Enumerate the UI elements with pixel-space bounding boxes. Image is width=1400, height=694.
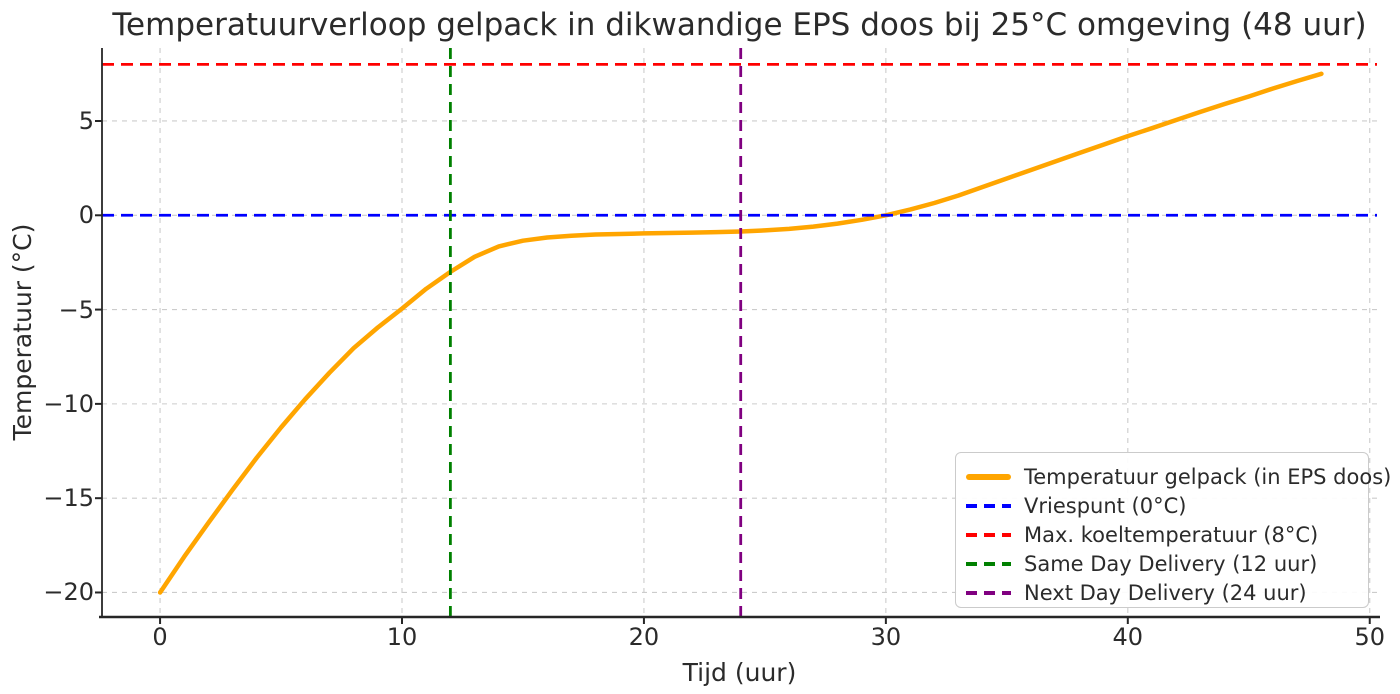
legend-label: Next Day Delivery (24 uur) xyxy=(1024,580,1307,605)
x-tick-label: 0 xyxy=(152,623,168,651)
y-tick-label: −10 xyxy=(43,389,94,418)
legend-solid-line-swatch xyxy=(966,473,1011,480)
legend-row: Max. koeltemperatuur (8°C) xyxy=(966,520,1362,549)
legend-dashed-line-swatch xyxy=(966,590,1011,595)
chart-title: Temperatuurverloop gelpack in dikwandige… xyxy=(112,7,1367,43)
legend-label: Max. koeltemperatuur (8°C) xyxy=(1024,522,1319,547)
x-tick-label: 40 xyxy=(1112,623,1144,651)
legend-label: Same Day Delivery (12 uur) xyxy=(1024,551,1318,576)
y-tick-label: −15 xyxy=(43,484,94,513)
legend-row: Same Day Delivery (12 uur) xyxy=(966,549,1362,578)
legend-dashed-line-swatch xyxy=(966,503,1011,508)
legend-label: Temperatuur gelpack (in EPS doos) xyxy=(1024,464,1392,489)
legend-row: Vriespunt (0°C) xyxy=(966,491,1362,520)
x-tick-label: 10 xyxy=(386,623,418,651)
x-tick-label: 20 xyxy=(628,623,660,651)
y-axis-label: Temperatuur (°C) xyxy=(8,223,37,441)
x-axis-label: Tijd (uur) xyxy=(682,658,797,687)
y-tick-label: 5 xyxy=(78,106,94,135)
legend-row: Next Day Delivery (24 uur) xyxy=(966,578,1362,607)
legend-label: Vriespunt (0°C) xyxy=(1024,493,1187,518)
y-tick-label: −5 xyxy=(58,295,94,324)
legend: Temperatuur gelpack (in EPS doos) Vriespu… xyxy=(955,452,1391,608)
x-tick-label: 50 xyxy=(1354,623,1386,651)
x-tick-label: 30 xyxy=(870,623,902,651)
y-tick-label: −20 xyxy=(43,578,94,607)
legend-dashed-line-swatch xyxy=(966,532,1011,537)
legend-row: Temperatuur gelpack (in EPS doos) xyxy=(966,462,1391,491)
y-tick-label: 0 xyxy=(78,201,94,230)
legend-dashed-line-swatch xyxy=(966,561,1011,566)
